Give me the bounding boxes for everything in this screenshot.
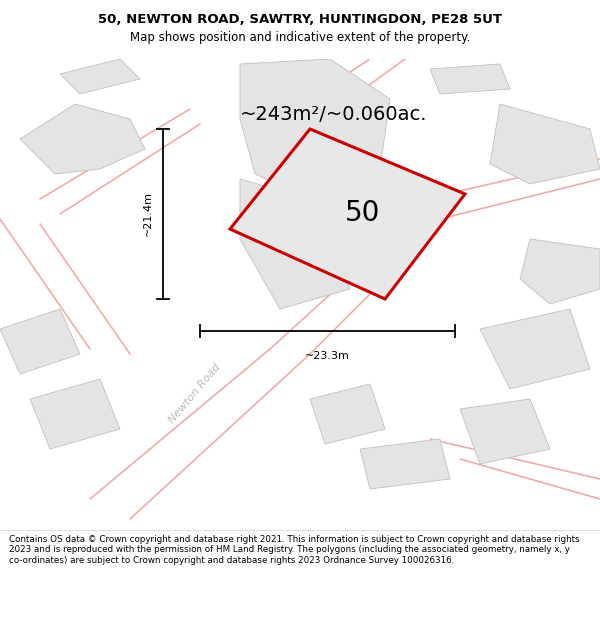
Polygon shape <box>490 104 600 184</box>
Text: ~23.3m: ~23.3m <box>305 351 350 361</box>
Text: Newton Road: Newton Road <box>167 362 223 426</box>
Polygon shape <box>520 239 600 304</box>
Text: 50: 50 <box>345 199 380 227</box>
Text: ~243m²/~0.060ac.: ~243m²/~0.060ac. <box>240 104 427 124</box>
Text: 50, NEWTON ROAD, SAWTRY, HUNTINGDON, PE28 5UT: 50, NEWTON ROAD, SAWTRY, HUNTINGDON, PE2… <box>98 12 502 26</box>
Polygon shape <box>480 309 590 389</box>
Polygon shape <box>430 64 510 94</box>
Polygon shape <box>240 179 350 309</box>
Polygon shape <box>310 384 385 444</box>
Polygon shape <box>0 309 80 374</box>
Polygon shape <box>60 59 140 94</box>
Polygon shape <box>230 129 465 299</box>
Text: ~21.4m: ~21.4m <box>143 191 153 236</box>
Polygon shape <box>240 59 390 199</box>
Polygon shape <box>20 104 145 174</box>
Text: Contains OS data © Crown copyright and database right 2021. This information is : Contains OS data © Crown copyright and d… <box>9 535 580 564</box>
Text: Map shows position and indicative extent of the property.: Map shows position and indicative extent… <box>130 31 470 44</box>
Polygon shape <box>460 399 550 464</box>
Polygon shape <box>360 439 450 489</box>
Polygon shape <box>30 379 120 449</box>
